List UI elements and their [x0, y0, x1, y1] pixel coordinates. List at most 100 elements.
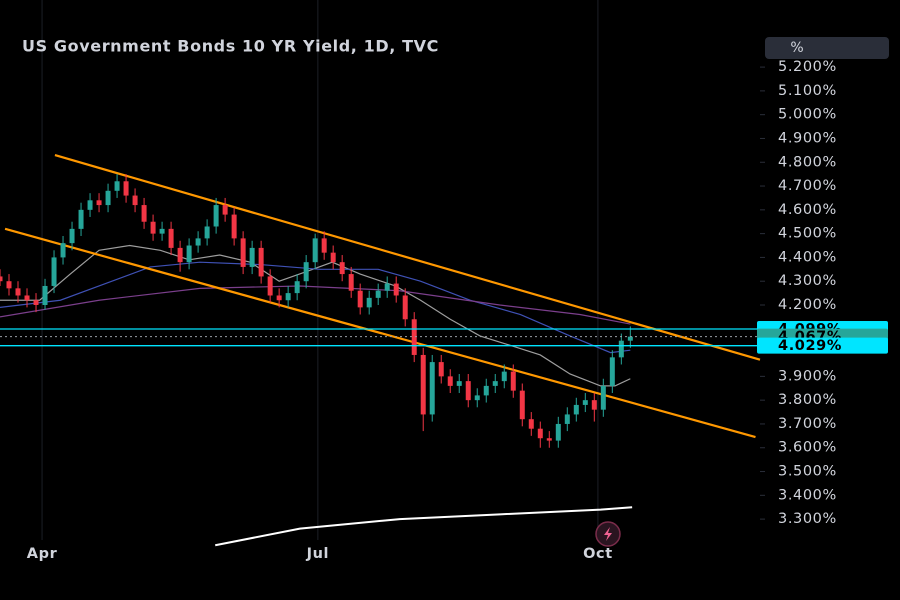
candle-body — [537, 428, 543, 439]
alert-icon[interactable] — [595, 521, 621, 547]
overlay-line — [54, 154, 761, 361]
candle-body — [96, 200, 102, 206]
candle-body — [213, 205, 219, 227]
x-tick-label: Oct — [583, 546, 613, 562]
candle-body — [15, 288, 21, 296]
candle-body — [42, 285, 48, 305]
candle-body — [303, 262, 309, 282]
candle-body — [375, 290, 381, 298]
candle-body — [222, 205, 228, 215]
candle-body — [357, 290, 363, 308]
candle-body — [159, 228, 165, 234]
candle-body — [546, 438, 552, 441]
price-level-label: 4.029% — [778, 338, 842, 354]
candle-body — [204, 226, 210, 239]
candle-body — [474, 395, 480, 401]
candle-body — [186, 245, 192, 263]
candle-body — [321, 238, 327, 253]
candle-body — [456, 381, 462, 386]
candle-body — [564, 414, 570, 424]
y-tick-label: 5.200% — [778, 59, 837, 75]
candle-body — [294, 281, 300, 294]
y-tick-label: 3.300% — [778, 511, 837, 527]
overlay-line — [4, 227, 756, 439]
candle-body — [492, 381, 498, 386]
candle-body — [582, 400, 588, 405]
candle-body — [573, 404, 579, 415]
candle-body — [510, 371, 516, 391]
candle-body — [231, 214, 237, 239]
candle-body — [195, 238, 201, 246]
candle-body — [420, 354, 426, 415]
candle-body — [105, 190, 111, 206]
candle-body — [447, 376, 453, 386]
candle-body — [150, 221, 156, 234]
candle-body — [177, 247, 183, 263]
candle-body — [78, 209, 84, 229]
price-axis: Apr Jul Oct 5.200% 5.100% 5.000% 4.900% 4.800% 4… — [27, 59, 888, 562]
unit-button-bg[interactable] — [765, 37, 889, 59]
candle-body — [141, 205, 147, 222]
candle-body — [132, 195, 138, 206]
candle-body — [69, 228, 75, 244]
y-tick-label: 4.800% — [778, 154, 837, 170]
candle-body — [249, 247, 255, 267]
candle-body — [33, 300, 39, 305]
candle-body — [519, 390, 525, 420]
y-tick-label: 3.400% — [778, 487, 837, 503]
y-tick-label: 4.400% — [778, 249, 837, 265]
candle-body — [483, 385, 489, 396]
chart-title: US Government Bonds 10 YR Yield, 1D, TVC — [22, 37, 439, 56]
candle-body — [339, 262, 345, 275]
candle-body — [348, 274, 354, 291]
y-tick-label: 3.500% — [778, 464, 837, 480]
candle-body — [24, 295, 30, 301]
candle-body — [627, 336, 633, 341]
y-tick-label: 5.100% — [778, 83, 837, 99]
candle-body — [285, 293, 291, 301]
y-tick-label: 3.800% — [778, 392, 837, 408]
plot-area — [0, 154, 761, 547]
grid — [41, 0, 599, 540]
candle-body — [258, 247, 264, 277]
candle-body — [600, 385, 606, 410]
candle-body — [267, 276, 273, 296]
candle-body — [384, 283, 390, 291]
candle-body — [60, 243, 66, 258]
unit-button[interactable]: % — [790, 40, 803, 56]
price-level-badge — [757, 337, 888, 354]
candle-body — [6, 281, 12, 289]
y-tick-label: 3.700% — [778, 416, 837, 432]
candle-body — [555, 423, 561, 441]
y-tick-label: 4.300% — [778, 273, 837, 289]
candle-body — [465, 381, 471, 401]
x-tick-label: Apr — [27, 546, 58, 562]
candle-body — [330, 252, 336, 263]
candle-body — [411, 319, 417, 355]
candle-body — [429, 362, 435, 415]
overlay-line — [215, 506, 633, 547]
candle-body — [168, 228, 174, 248]
x-tick-label: Jul — [306, 546, 330, 562]
y-tick-label: 4.700% — [778, 178, 837, 194]
candle-body — [438, 362, 444, 377]
y-tick-label: 4.600% — [778, 202, 837, 218]
candle-body — [528, 419, 534, 429]
y-tick-label: 3.900% — [778, 368, 837, 384]
overlay-line — [0, 261, 631, 354]
y-tick-label: 5.000% — [778, 107, 837, 123]
y-tick-label: 4.200% — [778, 297, 837, 313]
y-tick-label: 3.600% — [778, 440, 837, 456]
candle-body — [609, 357, 615, 386]
candle-body — [393, 283, 399, 296]
y-tick-label: 4.500% — [778, 226, 837, 242]
candle-body — [51, 257, 57, 286]
candle-body — [618, 340, 624, 358]
candle-body — [312, 238, 318, 263]
candle-body — [402, 295, 408, 320]
candle-body — [240, 238, 246, 267]
candle-body — [114, 181, 120, 191]
